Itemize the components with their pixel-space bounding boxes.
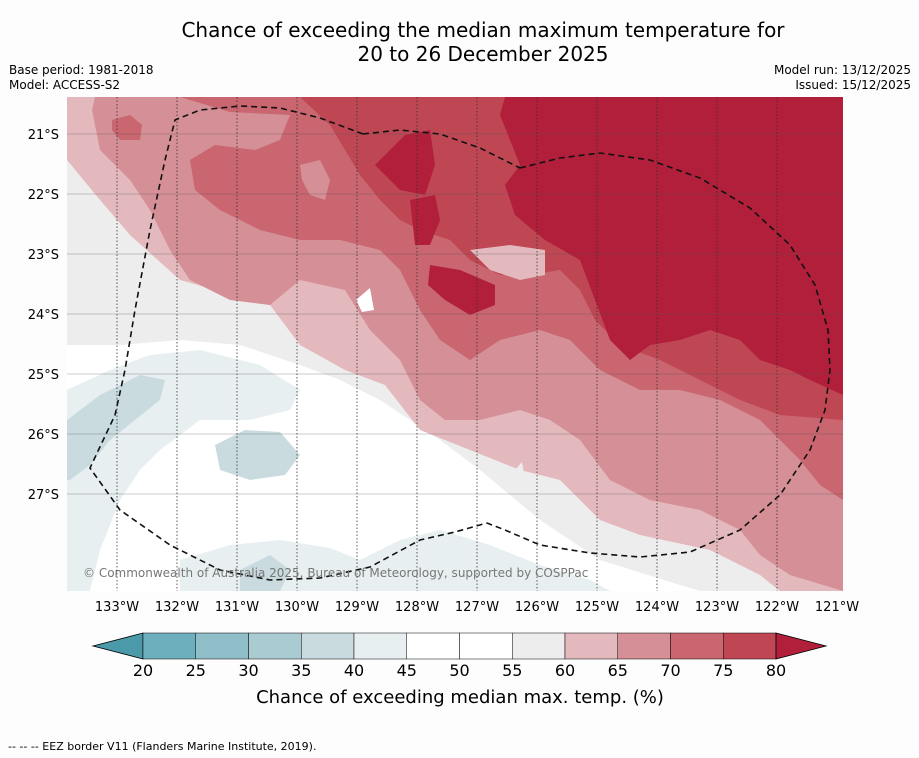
map-title: Chance of exceeding the median maximum t… xyxy=(0,18,919,66)
colorbar-segment xyxy=(301,632,355,660)
colorbar-tick-label: 20 xyxy=(133,661,153,680)
lon-label: 133°W xyxy=(95,600,139,615)
map-panel xyxy=(67,97,843,591)
colorbar-tick-label: 45 xyxy=(397,661,417,680)
model-name: Model: ACCESS-S2 xyxy=(9,78,121,92)
colorbar-tick-label: 30 xyxy=(238,661,258,680)
colorbar-tick-label: 25 xyxy=(186,661,206,680)
colorbar-segment xyxy=(564,632,618,660)
colorbar-tick-label: 55 xyxy=(502,661,522,680)
legend-footnote: -- -- -- EEZ border V11 (Flanders Marine… xyxy=(8,740,317,753)
lat-labels: 21°S 22°S 23°S 24°S 25°S 26°S 27°S xyxy=(28,128,59,503)
lon-label: 130°W xyxy=(275,600,319,615)
lat-label: 25°S xyxy=(28,368,59,383)
field-35-40-b xyxy=(215,430,300,480)
colorbar-tick-label: 50 xyxy=(449,661,469,680)
meta-left: Base period: 1981-2018 Model: ACCESS-S2 xyxy=(9,63,154,93)
copyright-notice: © Commonwealth of Australia 2025, Bureau… xyxy=(83,566,588,580)
model-run: Model run: 13/12/2025 xyxy=(773,63,911,77)
lon-label: 124°W xyxy=(635,600,679,615)
lon-label: 132°W xyxy=(155,600,199,615)
lon-labels: 133°W 132°W 131°W 130°W 129°W 128°W 127°… xyxy=(95,600,859,615)
colorbar-segment xyxy=(459,632,513,660)
lon-label: 131°W xyxy=(215,600,259,615)
colorbar-ticks: 20 25 30 35 40 45 50 55 60 65 70 75 80 xyxy=(133,661,786,680)
colorbar-tick-label: 65 xyxy=(608,661,628,680)
colorbar-tick-label: 80 xyxy=(766,661,786,680)
lon-label: 123°W xyxy=(695,600,739,615)
lon-label: 128°W xyxy=(395,600,439,615)
field-40-45-south xyxy=(180,530,610,591)
field-35-40-c xyxy=(240,555,290,591)
title-line-2: 20 to 26 December 2025 xyxy=(357,42,609,66)
lon-label: 129°W xyxy=(335,600,379,615)
lat-label: 24°S xyxy=(28,308,59,323)
colorbar-segment xyxy=(406,632,460,660)
colorbar-segment xyxy=(248,632,302,660)
lon-label: 122°W xyxy=(755,600,799,615)
field-50-patch xyxy=(356,288,374,312)
field-over-80-patch-b xyxy=(410,195,440,245)
colorbar-segment xyxy=(723,632,777,660)
title-line-1: Chance of exceeding the median maximum t… xyxy=(181,18,785,42)
colorbar-tick-label: 75 xyxy=(713,661,733,680)
colorbar-high-arrow xyxy=(775,632,828,660)
eez-border-mid xyxy=(362,129,521,169)
field-over-80-patch-c xyxy=(428,265,495,315)
colorbar-segment xyxy=(512,632,566,660)
latitude-lines xyxy=(67,133,843,495)
issued-date: Issued: 15/12/2025 xyxy=(795,78,911,92)
meta-right: Model run: 13/12/2025 Issued: 15/12/2025 xyxy=(774,63,911,93)
lat-label: 27°S xyxy=(28,488,59,503)
colorbar-segment xyxy=(617,632,671,660)
field-over-80 xyxy=(500,97,843,395)
lat-label: 22°S xyxy=(28,188,59,203)
colorbar xyxy=(91,632,828,660)
colorbar-tick-label: 70 xyxy=(660,661,680,680)
colorbar-tick-label: 60 xyxy=(555,661,575,680)
colorbar-segment xyxy=(195,632,249,660)
colorbar-low-arrow xyxy=(91,632,144,660)
field-35-40-a xyxy=(67,375,165,480)
colorbar-segment xyxy=(142,632,196,660)
colorbar-segment xyxy=(353,632,407,660)
lat-label: 21°S xyxy=(28,128,59,143)
lon-label: 127°W xyxy=(455,600,499,615)
colorbar-tick-label: 40 xyxy=(344,661,364,680)
field-55-patch xyxy=(515,462,525,495)
eez-border-east xyxy=(486,152,831,558)
eez-border-west xyxy=(89,105,488,581)
lon-label: 125°W xyxy=(575,600,619,615)
field-70-patch xyxy=(300,160,330,200)
colorbar-label: Chance of exceeding median max. temp. (%… xyxy=(256,687,664,708)
lat-label: 26°S xyxy=(28,428,59,443)
lon-label: 121°W xyxy=(815,600,859,615)
base-period: Base period: 1981-2018 xyxy=(9,63,154,77)
field-over-80-patch-a xyxy=(375,130,435,195)
lat-label: 23°S xyxy=(28,248,59,263)
colorbar-tick-label: 35 xyxy=(291,661,311,680)
lon-label: 126°W xyxy=(515,600,559,615)
colorbar-segment xyxy=(670,632,724,660)
